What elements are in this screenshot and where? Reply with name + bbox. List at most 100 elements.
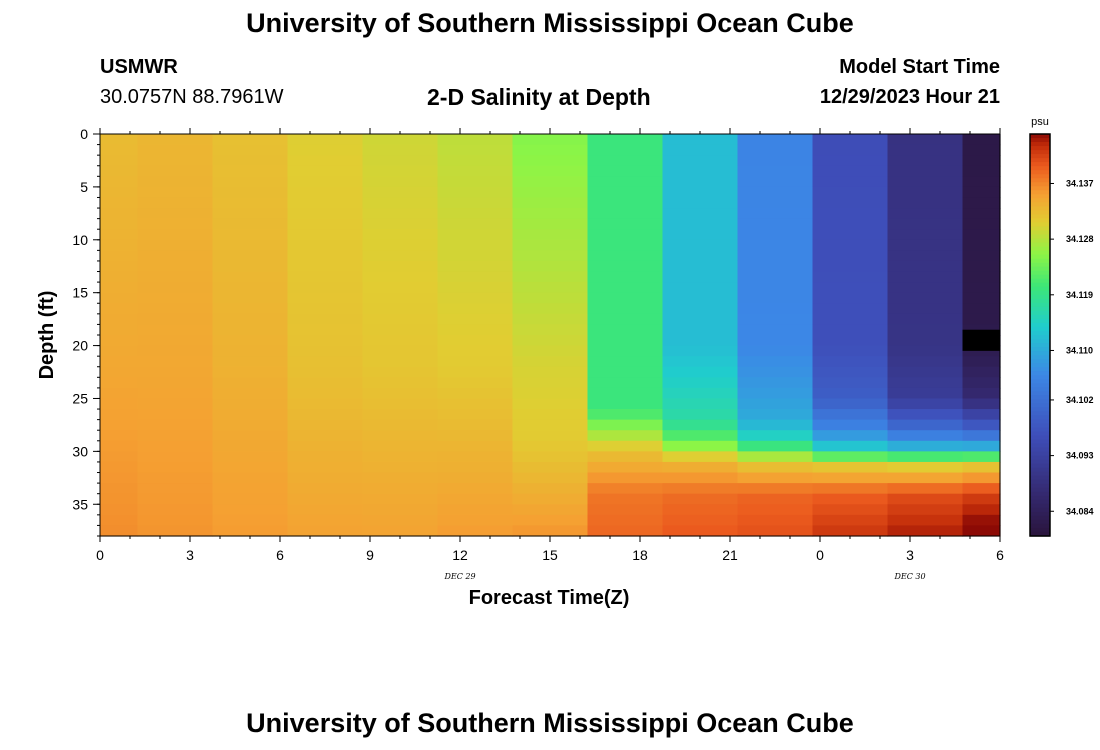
heatmap-cell bbox=[737, 176, 814, 188]
heatmap-cell bbox=[512, 186, 589, 199]
heatmap-cell bbox=[100, 271, 139, 283]
heatmap-cell bbox=[437, 239, 514, 251]
heatmap-cell bbox=[512, 165, 589, 177]
heatmap-cell bbox=[437, 345, 514, 357]
heatmap-cell bbox=[287, 208, 364, 220]
colorbar-segment bbox=[1030, 246, 1050, 252]
heatmap-cell bbox=[287, 472, 364, 484]
heatmap-cell bbox=[587, 208, 664, 220]
heatmap-cell bbox=[962, 472, 1001, 484]
heatmap-cell bbox=[512, 493, 589, 505]
heatmap-cell bbox=[362, 303, 439, 315]
heatmap-cell bbox=[737, 419, 814, 431]
heatmap-cell bbox=[287, 292, 364, 304]
colorbar-segment bbox=[1030, 186, 1050, 191]
heatmap-cell bbox=[137, 514, 214, 527]
heatmap-cell bbox=[362, 514, 439, 527]
heatmap-cell bbox=[512, 208, 589, 220]
heatmap-cell bbox=[662, 377, 739, 389]
heatmap-cell bbox=[737, 377, 814, 389]
heatmap-cell bbox=[812, 197, 889, 209]
heatmap-cell bbox=[362, 409, 439, 421]
heatmap-cell bbox=[512, 303, 589, 315]
heatmap-cell bbox=[962, 155, 1001, 167]
heatmap-cell bbox=[362, 387, 439, 400]
heatmap-cell bbox=[962, 345, 1001, 357]
heatmap-cell bbox=[362, 197, 439, 209]
heatmap-cell bbox=[362, 155, 439, 167]
heatmap-cell bbox=[662, 409, 739, 421]
heatmap-cell bbox=[962, 366, 1001, 378]
colorbar-segment bbox=[1030, 511, 1050, 517]
heatmap-cell bbox=[512, 282, 589, 294]
heatmap-cell bbox=[137, 419, 214, 431]
colorbar-segment bbox=[1030, 222, 1050, 228]
heatmap-cell bbox=[812, 260, 889, 273]
heatmap-cell bbox=[962, 134, 1001, 146]
colorbar-segment bbox=[1030, 471, 1050, 477]
heatmap-cell bbox=[100, 387, 139, 400]
heatmap-cell bbox=[962, 292, 1001, 304]
colorbar-segment bbox=[1030, 495, 1050, 501]
colorbar-tick-label: 34.128 bbox=[1066, 234, 1094, 244]
colorbar-segment bbox=[1030, 202, 1050, 207]
heatmap-cell bbox=[100, 303, 139, 315]
heatmap-cell bbox=[512, 176, 589, 188]
heatmap-cell bbox=[437, 303, 514, 315]
heatmap-cell bbox=[587, 271, 664, 283]
colorbar-segment bbox=[1030, 399, 1050, 404]
heatmap-cell bbox=[887, 260, 964, 273]
heatmap-cell bbox=[962, 504, 1001, 516]
colorbar-segment bbox=[1030, 515, 1050, 521]
heatmap-cell bbox=[137, 218, 214, 230]
heatmap-cell bbox=[287, 356, 364, 368]
heatmap-cell bbox=[587, 176, 664, 188]
heatmap-cell bbox=[662, 461, 739, 474]
heatmap-cell bbox=[512, 430, 589, 442]
heatmap-cell bbox=[587, 451, 664, 463]
colorbar-segment bbox=[1030, 190, 1050, 195]
colorbar-segment bbox=[1030, 198, 1050, 203]
x-tick-label: 15 bbox=[542, 547, 558, 563]
colorbar-segment bbox=[1030, 290, 1050, 296]
heatmap-cell bbox=[962, 356, 1001, 368]
colorbar-segment bbox=[1030, 403, 1050, 408]
heatmap-cell bbox=[662, 440, 739, 452]
heatmap-cell bbox=[100, 208, 139, 220]
station-name: USMWR bbox=[100, 56, 178, 78]
heatmap-cell bbox=[287, 239, 364, 251]
heatmap-cell bbox=[662, 134, 739, 146]
heatmap-cell bbox=[137, 356, 214, 368]
heatmap-cell bbox=[287, 155, 364, 167]
y-axis-label: Depth (ft) bbox=[36, 291, 58, 380]
heatmap-cell bbox=[212, 239, 289, 251]
heatmap-cell bbox=[737, 313, 814, 326]
x-tick-label: 12 bbox=[452, 547, 468, 563]
heatmap-cell bbox=[212, 303, 289, 315]
heatmap-cell bbox=[662, 303, 739, 315]
heatmap-cell bbox=[362, 282, 439, 294]
colorbar-tick-label: 34.119 bbox=[1066, 290, 1093, 300]
heatmap-cell bbox=[737, 440, 814, 452]
heatmap-cell bbox=[212, 419, 289, 431]
colorbar-segment bbox=[1030, 250, 1050, 256]
heatmap-cell bbox=[962, 313, 1001, 326]
heatmap-cell bbox=[887, 451, 964, 463]
heatmap-cell bbox=[662, 419, 739, 431]
heatmap-cell bbox=[812, 504, 889, 516]
heatmap-cell bbox=[212, 324, 289, 336]
heatmap-cell bbox=[962, 165, 1001, 177]
heatmap-cell bbox=[100, 239, 139, 251]
heatmap-cell bbox=[137, 504, 214, 516]
model-start-value: 12/29/2023 Hour 21 bbox=[819, 86, 1000, 108]
heatmap-cell bbox=[662, 155, 739, 167]
colorbar-segment bbox=[1030, 383, 1050, 388]
heatmap-cell bbox=[812, 514, 889, 527]
heatmap-cell bbox=[100, 504, 139, 516]
colorbar-segment bbox=[1030, 491, 1050, 497]
heatmap-cell bbox=[287, 313, 364, 326]
heatmap-cell bbox=[887, 165, 964, 177]
heatmap-cell bbox=[512, 271, 589, 283]
colorbar-segment bbox=[1030, 230, 1050, 236]
heatmap-cell bbox=[212, 208, 289, 220]
